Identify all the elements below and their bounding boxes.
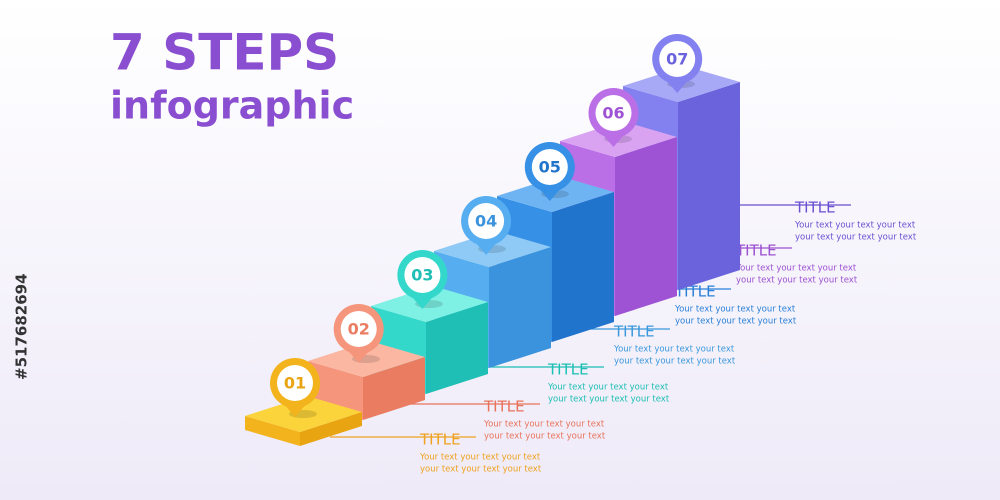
box-top-face — [245, 396, 362, 432]
step-text: your text your text your text — [614, 357, 736, 367]
step-text: Your text your text your text — [483, 420, 605, 430]
step-number: 02 — [348, 320, 370, 339]
step-text: your text your text your text — [795, 233, 917, 243]
box-top-face — [371, 286, 488, 322]
box-right-face — [552, 192, 614, 342]
step-text: your text your text your text — [484, 432, 606, 442]
step-text: your text your text your text — [736, 276, 858, 286]
pin-center — [595, 95, 632, 131]
pin-center — [468, 203, 505, 239]
step-title: TITLE — [419, 431, 461, 449]
subtitle: infographic — [110, 84, 354, 128]
pin-center — [531, 149, 568, 185]
box-top-face — [308, 341, 425, 377]
step-number: 05 — [539, 158, 561, 177]
step-text: your text your text your text — [548, 395, 670, 405]
pin-center — [659, 41, 696, 77]
pin-center — [277, 365, 313, 401]
step-text: Your text your text your text — [419, 453, 541, 463]
pin-center — [340, 311, 377, 347]
step-number: 06 — [602, 104, 624, 123]
step-title: TITLE — [794, 199, 836, 217]
box-left-face — [245, 416, 300, 446]
step-number: 07 — [666, 50, 688, 69]
stock-id: #517682694 — [13, 273, 31, 380]
box-right-face — [489, 247, 551, 368]
step-text: Your text your text your text — [794, 221, 916, 231]
step-title: TITLE — [547, 361, 589, 379]
pin-center — [404, 257, 441, 293]
step-title: TITLE — [483, 398, 525, 416]
title: 7 STEPS — [110, 24, 339, 82]
box-right-face — [615, 137, 677, 316]
step-text: your text your text your text — [675, 317, 797, 327]
box-right-face — [363, 357, 425, 420]
steps: TITLE Your text your text your text your t… — [245, 34, 917, 475]
box-right-face — [426, 302, 488, 394]
box-right-face — [300, 412, 362, 446]
step-number: 01 — [284, 374, 306, 393]
step-text: Your text your text your text — [547, 383, 669, 393]
step-title: TITLE — [613, 323, 655, 341]
step-number: 03 — [411, 266, 433, 285]
step-text: Your text your text your text — [613, 345, 735, 355]
box-top-face — [434, 231, 551, 267]
step-number: 04 — [475, 212, 497, 231]
step-text: your text your text your text — [420, 465, 542, 475]
step-text: Your text your text your text — [674, 305, 796, 315]
box-right-face — [678, 82, 740, 290]
step-text: Your text your text your text — [735, 264, 857, 274]
step-title: TITLE — [735, 242, 777, 260]
